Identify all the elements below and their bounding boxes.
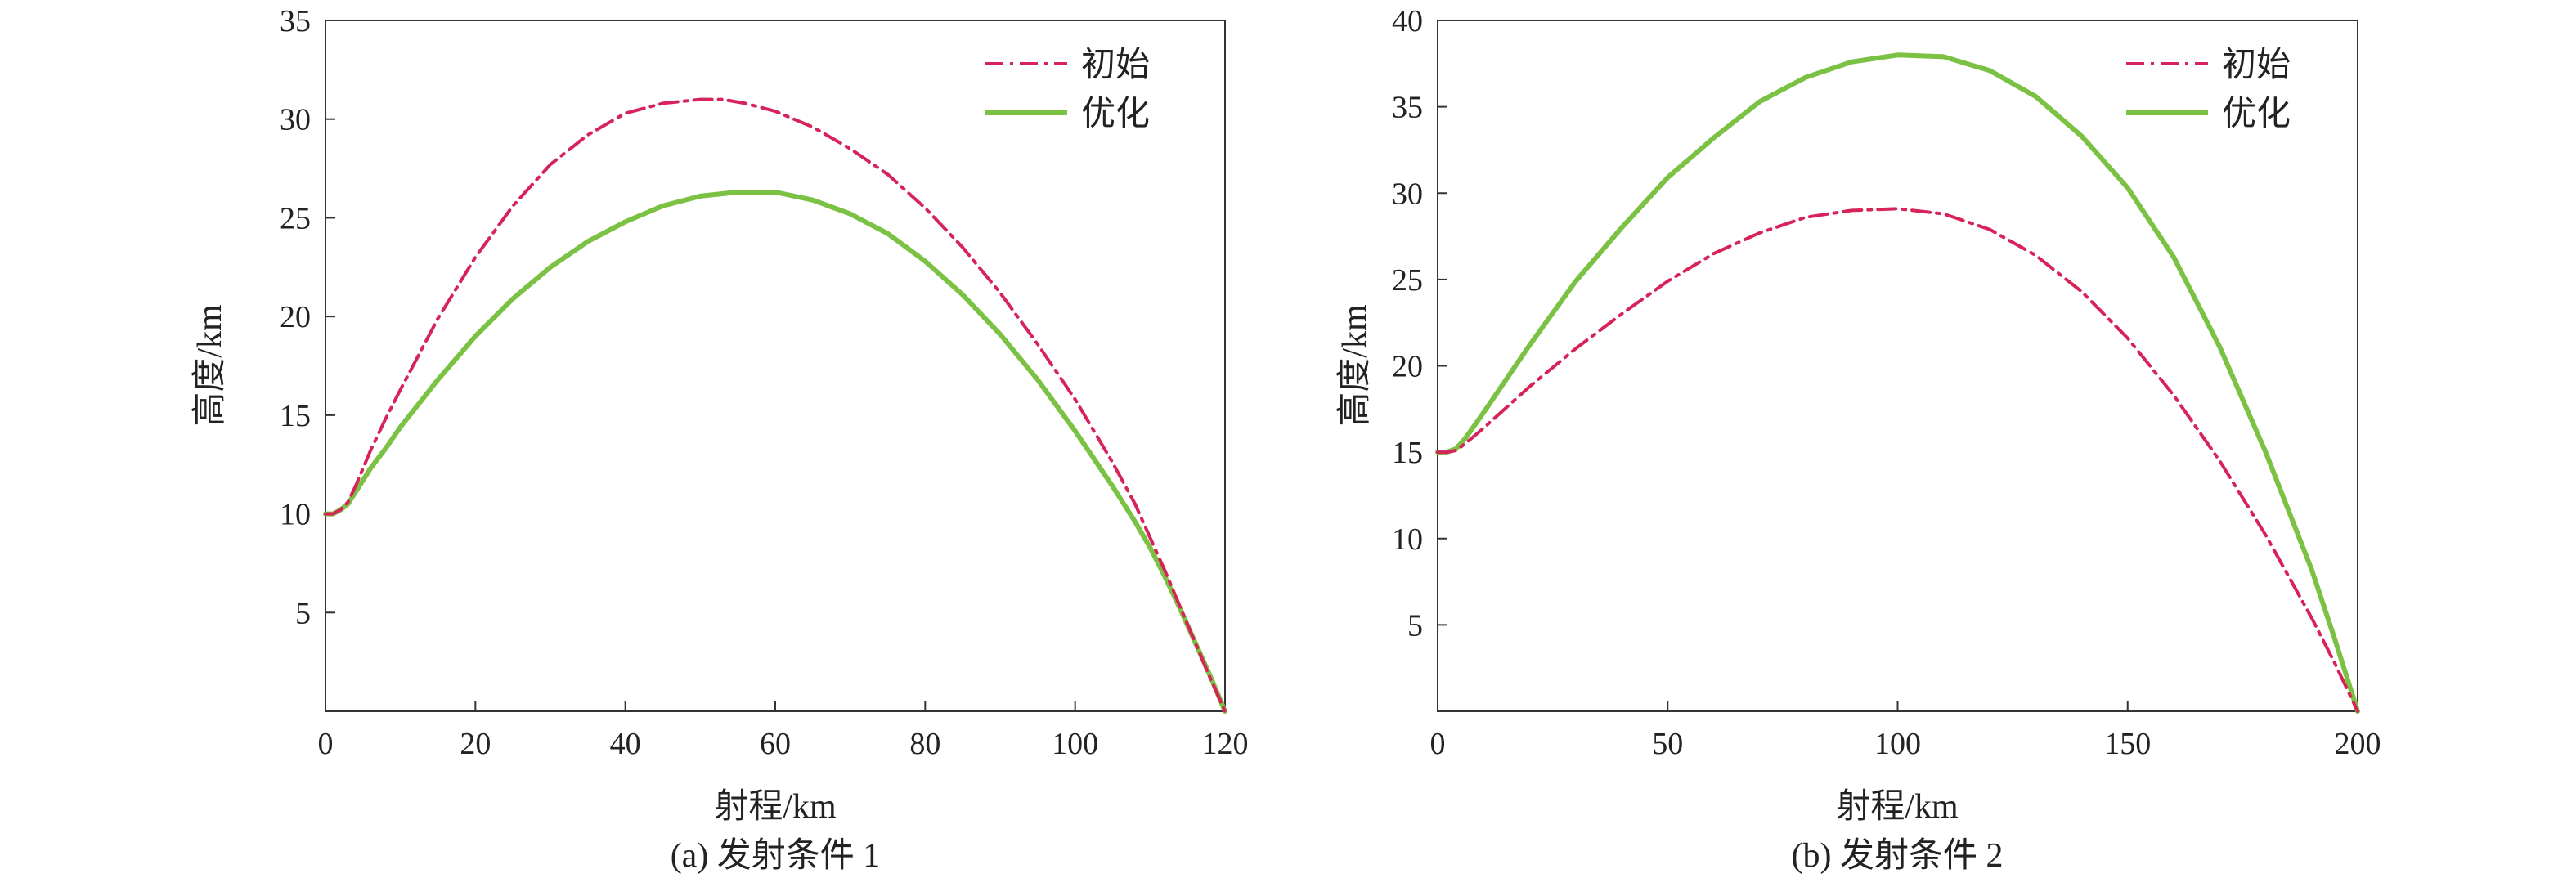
y-tick-label: 25 xyxy=(1392,263,1423,298)
series-line-optimized xyxy=(323,190,1227,714)
x-tick-label: 0 xyxy=(1430,727,1446,761)
x-tick-label: 50 xyxy=(1652,727,1683,761)
y-tick-label: 5 xyxy=(295,596,311,630)
y-tick-label: 5 xyxy=(1407,608,1423,643)
y-tick-label: 20 xyxy=(1392,350,1423,384)
y-tick-label: 35 xyxy=(280,4,311,38)
x-tick-label: 200 xyxy=(2335,727,2381,761)
x-tick-label: 60 xyxy=(760,727,791,761)
x-axis-title: 射程/km xyxy=(1836,788,1959,826)
y-tick-label: 30 xyxy=(1392,177,1423,211)
y-tick-label: 35 xyxy=(1392,91,1423,125)
legend-label-initial: 初始 xyxy=(1081,47,1150,84)
plot-frame xyxy=(1437,20,2358,712)
x-axis-ticks: 0 50 100 150 200 xyxy=(1430,701,2381,761)
series-line-optimized xyxy=(1435,52,2360,714)
x-tick-label: 40 xyxy=(610,727,641,761)
chart-panel-a: 0 20 40 60 80 100 120 5 10 15 20 25 30 35 射程/km 高度/k… xyxy=(191,4,1249,875)
y-tick-label: 25 xyxy=(280,201,311,235)
series-lines xyxy=(1435,52,2360,714)
x-tick-label: 100 xyxy=(1052,727,1098,761)
figure-caption: (a) 发射条件 1 xyxy=(671,837,881,875)
legend: 初始 优化 xyxy=(985,47,1150,133)
x-tick-label: 80 xyxy=(909,727,940,761)
x-tick-label: 0 xyxy=(318,727,334,761)
y-axis-title: 高度/km xyxy=(1336,304,1374,427)
x-tick-label: 150 xyxy=(2104,727,2151,761)
x-tick-label: 100 xyxy=(1874,727,1921,761)
legend: 初始 优化 xyxy=(2126,47,2291,133)
x-axis-ticks: 0 20 40 60 80 100 120 xyxy=(318,701,1249,761)
y-tick-label: 15 xyxy=(280,399,311,433)
series-line-initial xyxy=(1436,207,2359,713)
y-tick-label: 15 xyxy=(1392,436,1423,470)
y-axis-title: 高度/km xyxy=(191,304,229,427)
legend-label-initial: 初始 xyxy=(2222,47,2291,84)
y-tick-label: 20 xyxy=(280,300,311,334)
x-axis-title: 射程/km xyxy=(714,788,837,826)
y-axis-ticks: 5 10 15 20 25 30 35 xyxy=(280,4,335,630)
x-tick-label: 120 xyxy=(1202,727,1249,761)
x-tick-label: 20 xyxy=(460,727,491,761)
series-lines xyxy=(323,97,1227,714)
legend-label-optimized: 优化 xyxy=(2222,96,2291,133)
legend-label-optimized: 优化 xyxy=(1081,96,1150,133)
y-tick-label: 10 xyxy=(1392,522,1423,557)
y-axis-ticks: 5 10 15 20 25 30 35 40 xyxy=(1392,4,1447,643)
chart-panel-b: 0 50 100 150 200 5 10 15 20 25 30 35 40 射程/km 高度/km… xyxy=(1336,4,2381,875)
y-tick-label: 30 xyxy=(280,103,311,137)
figure-caption: (b) 发射条件 2 xyxy=(1792,837,2004,875)
y-tick-label: 40 xyxy=(1392,4,1423,38)
y-tick-label: 10 xyxy=(280,498,311,532)
series-line-initial xyxy=(324,97,1227,713)
